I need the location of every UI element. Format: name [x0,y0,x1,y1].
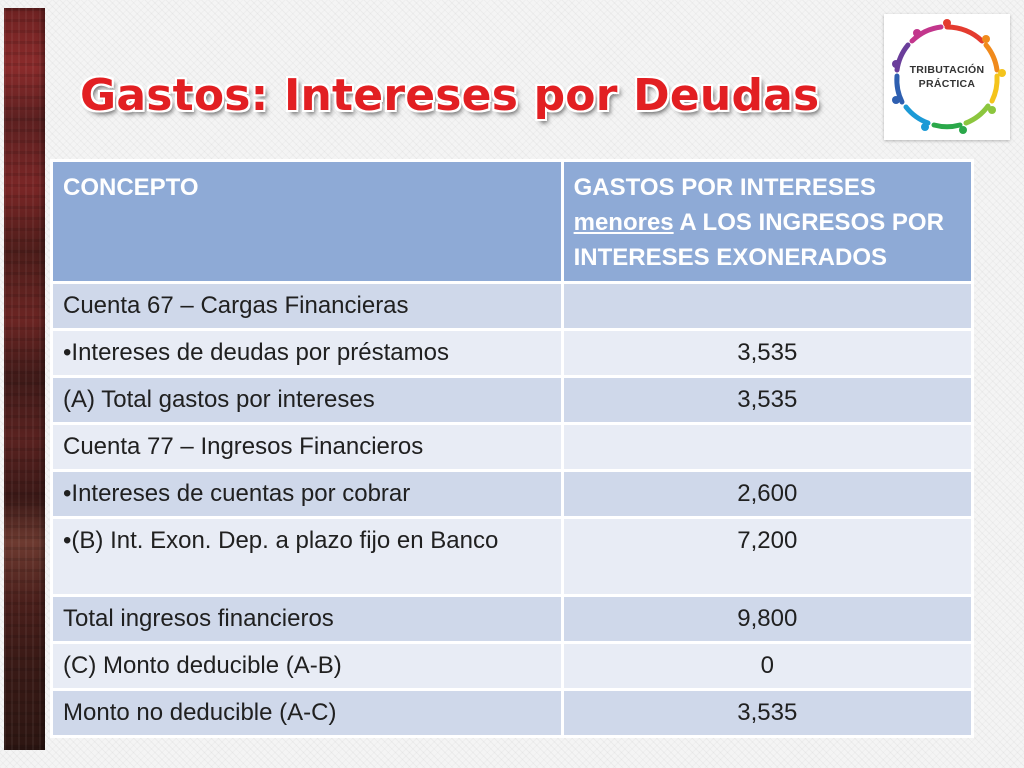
logo-text-line2: PRÁCTICA [918,78,976,90]
value-cell [560,281,975,331]
concept-cell: Cuenta 77 – Ingresos Financieros [50,422,564,472]
value-cell: 2,600 [560,469,975,519]
concept-cell: Monto no deducible (A-C) [50,688,564,738]
value-cell: 0 [560,641,975,691]
concept-cell: •(B) Int. Exon. Dep. a plazo fijo en Ban… [50,516,564,597]
decorative-side-strip [4,8,45,750]
concept-cell: (A) Total gastos por intereses [50,375,564,425]
table-header-row: CONCEPTO GASTOS POR INTERESES menores A … [50,159,975,284]
value-cell: 3,535 [560,328,975,378]
concept-cell: •Intereses de deudas por préstamos [50,328,564,378]
value-cell: 3,535 [560,688,975,738]
table-row: (A) Total gastos por intereses 3,535 [50,375,975,425]
value-cell: 9,800 [560,594,975,644]
table-row: Total ingresos financieros 9,800 [50,594,975,644]
table-row: Cuenta 67 – Cargas Financieras [50,281,975,331]
logo-text-line1: TRIBUTACIÓN [909,64,985,76]
table-row: •(B) Int. Exon. Dep. a plazo fijo en Ban… [50,516,975,597]
value-cell: 3,535 [560,375,975,425]
concept-cell: Cuenta 67 – Cargas Financieras [50,281,564,331]
table-row: •Intereses de cuentas por cobrar 2,600 [50,469,975,519]
header-value-part2: A LOS INGRESOS POR INTERESES EXONERADOS [573,209,944,271]
value-cell [560,422,975,472]
table-row: (C) Monto deducible (A-B) 0 [50,641,975,691]
value-cell: 7,200 [560,516,975,597]
table-row: Monto no deducible (A-C) 3,535 [50,688,975,738]
header-gastos-por-intereses: GASTOS POR INTERESES menores A LOS INGRE… [560,159,975,284]
concept-cell: Total ingresos financieros [50,594,564,644]
table-row: •Intereses de deudas por préstamos 3,535 [50,328,975,378]
header-concepto: CONCEPTO [50,159,564,284]
table-row: Cuenta 77 – Ingresos Financieros [50,422,975,472]
slide-title: Gastos: Intereses por Deudas [80,70,820,121]
header-value-part1: GASTOS POR INTERESES [573,174,876,201]
tributacion-practica-logo: TRIBUTACIÓN PRÁCTICA [884,14,1010,140]
header-value-underlined: menores [573,209,674,236]
concept-cell: (C) Monto deducible (A-B) [50,641,564,691]
people-circle-logo-icon [892,19,1006,134]
concept-cell: •Intereses de cuentas por cobrar [50,469,564,519]
interest-expenses-table: CONCEPTO GASTOS POR INTERESES menores A … [50,159,975,738]
